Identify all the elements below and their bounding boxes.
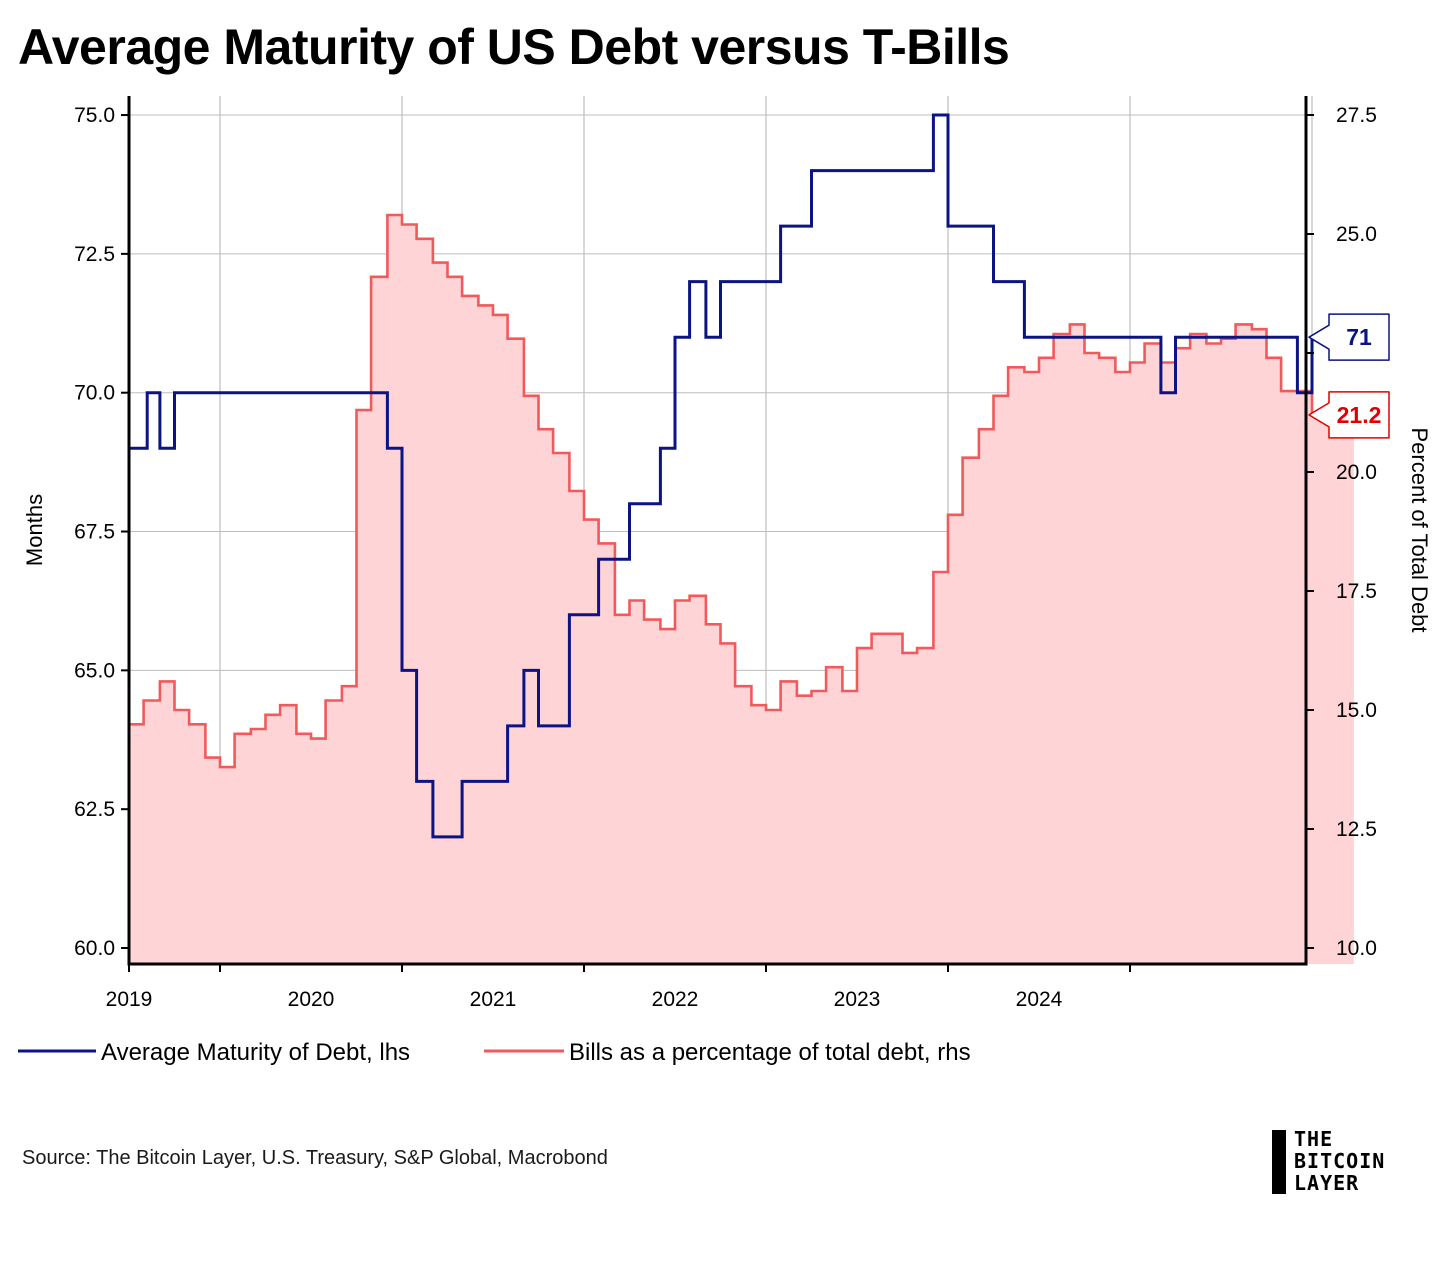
bills-area [129,215,1354,964]
legend-label-bills: Bills as a percentage of total debt, rhs [569,1039,971,1066]
right-tick-label: 20.0 [1336,461,1377,484]
bills-end-label-value: 21.2 [1337,402,1382,428]
logo-line-3: LAYER [1294,1171,1360,1195]
left-axis-title: Months [22,494,47,566]
bills-fill [129,215,1354,964]
series-lines [129,113,1354,839]
x-tick-label: 2021 [470,988,517,1011]
right-tick-label: 25.0 [1336,223,1377,246]
chart-title: Average Maturity of US Debt versus T-Bil… [18,19,1010,75]
logo-line-1: THE [1294,1127,1334,1151]
axes: 60.0 62.5 65.0 67.5 70.0 72.5 75.0 10.0 12.5 15.0… [22,96,1432,1011]
right-axis-title: Percent of Total Debt [1407,427,1432,632]
maturity-end-label-value: 71 [1346,324,1372,350]
left-tick-label: 62.5 [74,798,115,821]
legend: Average Maturity of Debt, lhs Bills as a … [18,1039,971,1066]
right-tick-label: 10.0 [1336,937,1377,960]
end-labels: 71 21.2 [1308,313,1390,439]
maturity-end-label-box [1308,313,1390,361]
left-tick-label: 70.0 [74,382,115,405]
x-tick-label: 2019 [106,988,153,1011]
x-tick-label: 2023 [834,988,881,1011]
left-tick-label: 65.0 [74,659,115,682]
bills-series-line [129,213,1354,769]
right-tick-label: 15.0 [1336,699,1377,722]
right-tick-label: 17.5 [1336,580,1377,603]
bills-end-label-box [1308,391,1390,439]
logo-line-2: BITCOIN [1294,1149,1386,1173]
legend-label-maturity: Average Maturity of Debt, lhs [101,1039,410,1066]
left-tick-label: 72.5 [74,243,115,266]
source-note: Source: The Bitcoin Layer, U.S. Treasury… [22,1147,608,1169]
maturity-series-line [129,113,1354,839]
x-tick-label: 2022 [652,988,699,1011]
x-tick-label: 2020 [288,988,335,1011]
left-tick-label: 60.0 [74,937,115,960]
x-tick-label: 2024 [1016,988,1063,1011]
right-tick-label: 27.5 [1336,104,1377,127]
left-tick-label: 75.0 [74,104,115,127]
logo-text: THE BITCOIN LAYER [1294,1128,1385,1194]
logo-bar [1272,1130,1286,1194]
right-tick-label: 12.5 [1336,818,1377,841]
left-tick-label: 67.5 [74,521,115,544]
